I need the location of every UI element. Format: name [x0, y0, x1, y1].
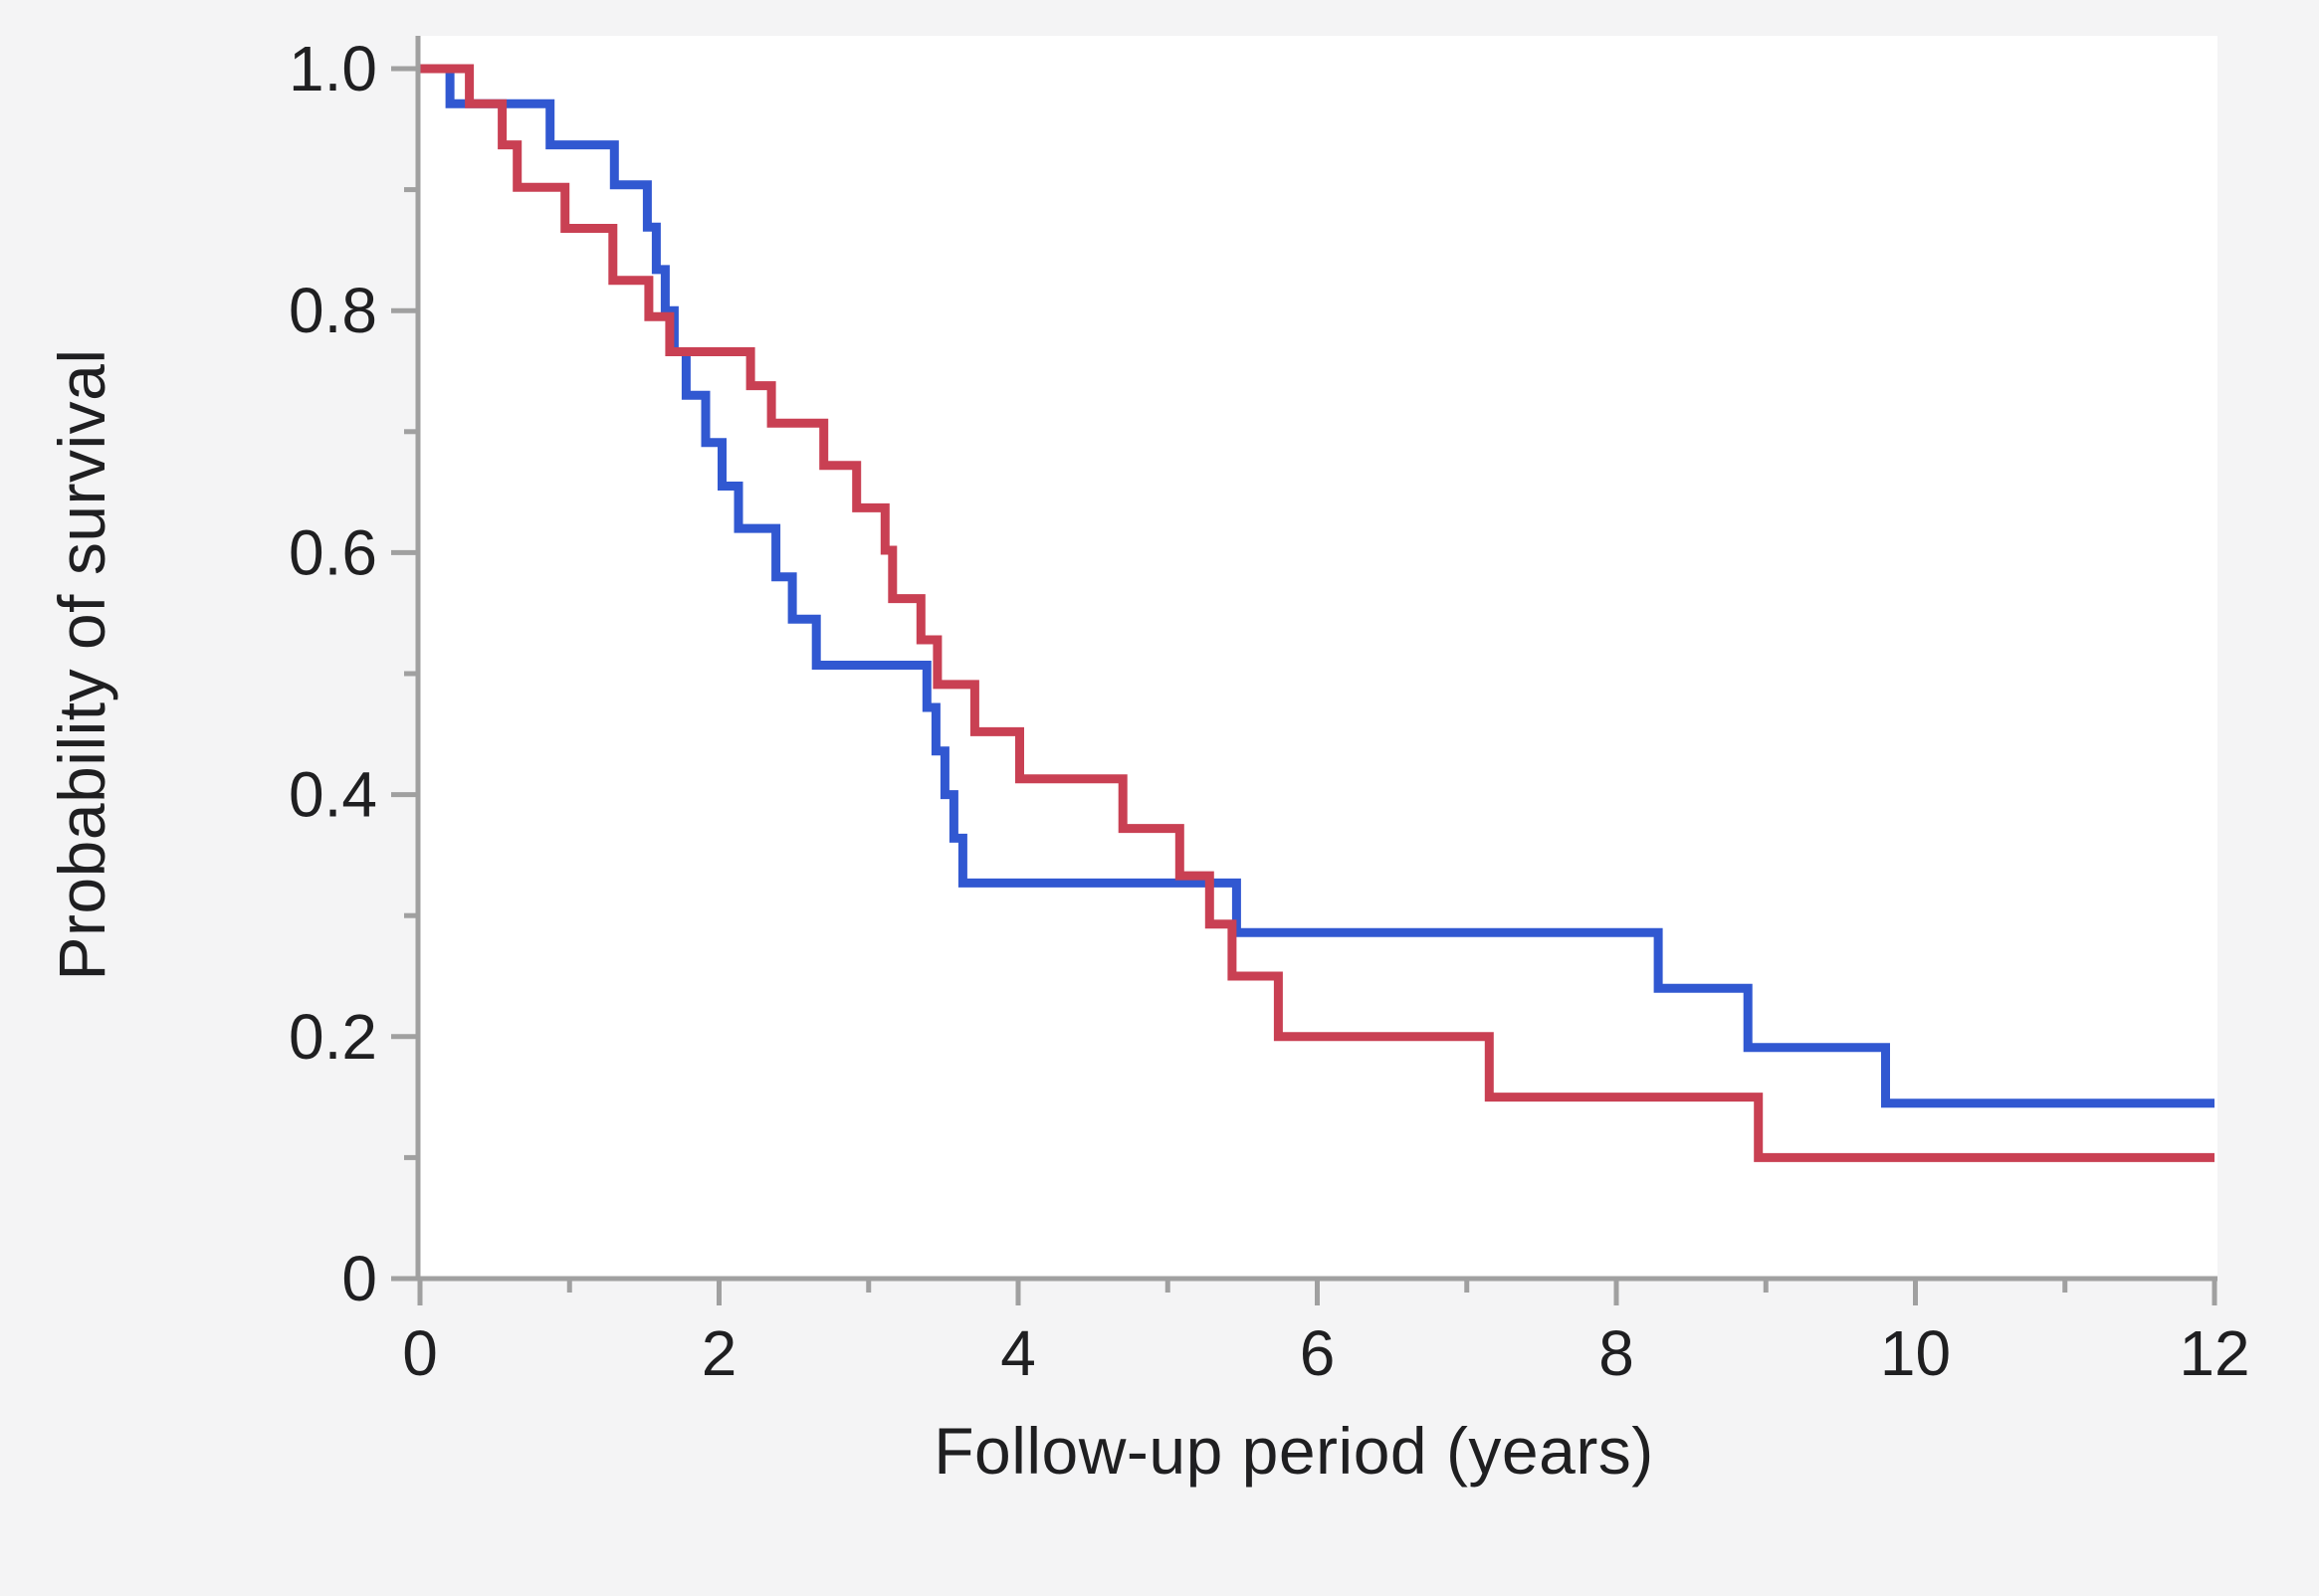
series-group	[418, 64, 2214, 1162]
x-tick-label: 2	[702, 1317, 738, 1389]
x-tick-label: 12	[2179, 1317, 2249, 1389]
y-tick-label: 0.2	[289, 1001, 377, 1073]
x-tick-label: 0	[402, 1317, 438, 1389]
x-tick-label: 10	[1880, 1317, 1951, 1389]
y-tick-label: 0.6	[289, 516, 377, 588]
y-tick-label: 0.4	[289, 759, 377, 831]
x-axis-title: Follow-up period (years)	[934, 1414, 1654, 1488]
x-tick-label: 6	[1300, 1317, 1336, 1389]
series-group-red	[418, 64, 2214, 1162]
y-tick-label: 0.8	[289, 275, 377, 346]
tick-group	[391, 66, 2217, 1305]
x-tick-label: 4	[1000, 1317, 1036, 1389]
y-axis-title: Probability of survival	[45, 348, 118, 981]
tick-label-group: 0 0.2 0.4 0.6 0.8 1.0 0 2 4 6 8 10 12	[289, 33, 2250, 1389]
series-group-blue	[418, 64, 2214, 1108]
x-tick-label: 8	[1598, 1317, 1634, 1389]
y-tick-label: 1.0	[289, 33, 377, 104]
y-tick-label: 0	[341, 1243, 377, 1314]
plot-area	[416, 36, 2217, 1279]
